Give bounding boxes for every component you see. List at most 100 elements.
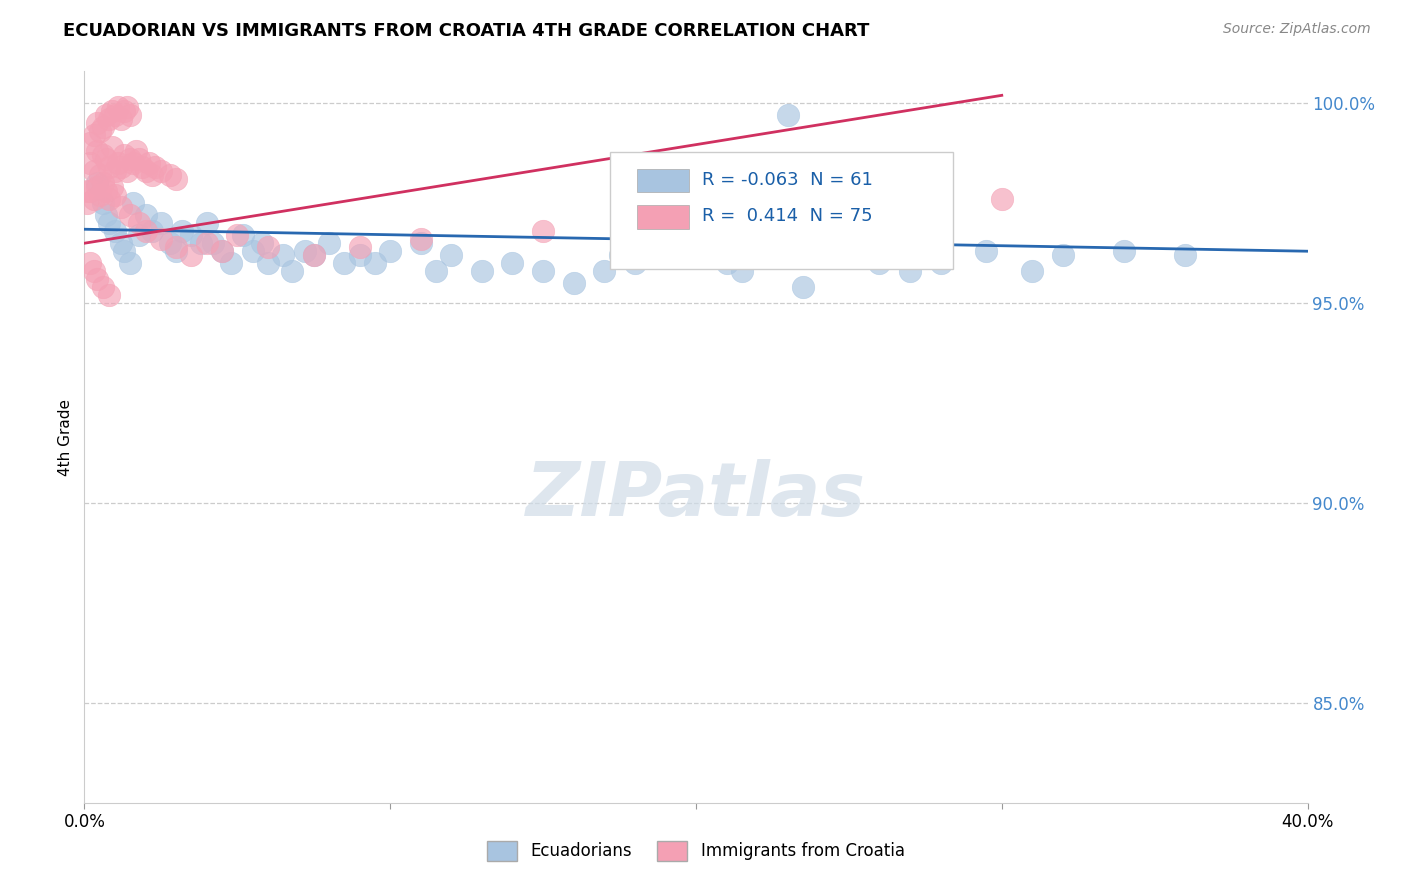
Point [149,164,172,178]
Point [669,240,692,254]
Point [110,112,132,127]
Point [165,244,187,259]
Point [159,169,181,183]
Point [1021,264,1043,278]
FancyBboxPatch shape [637,205,689,228]
Point [101,180,124,194]
Point [141,169,163,183]
Point [138,156,160,170]
Point [257,256,280,270]
Point [91,176,114,190]
Point [89,124,111,138]
Point [89,169,111,183]
Legend: Ecuadorians, Immigrants from Croatia: Ecuadorians, Immigrants from Croatia [481,834,911,868]
Point [747,232,769,246]
Point [562,276,585,290]
Point [624,216,647,230]
Point [333,256,356,270]
Point [869,256,891,270]
Point [165,240,187,254]
Point [94,208,117,222]
Point [250,236,273,251]
Point [624,256,647,270]
FancyBboxPatch shape [637,169,689,192]
Point [122,156,145,170]
Point [211,244,233,259]
Point [104,224,127,238]
Point [531,224,554,238]
Point [776,108,799,122]
Point [110,161,132,175]
Point [716,256,738,270]
Point [97,161,120,175]
Point [685,248,707,262]
Point [120,108,142,122]
Point [112,244,135,259]
Point [190,236,212,251]
Text: R =  0.414  N = 75: R = 0.414 N = 75 [702,207,873,225]
Point [86,180,108,194]
Point [79,136,101,151]
Point [409,236,432,251]
Point [349,240,371,254]
Point [86,116,108,130]
Point [838,228,860,243]
Point [281,264,304,278]
Point [143,161,166,175]
Point [135,164,157,178]
Point [101,140,124,154]
Point [180,248,202,262]
Point [110,200,132,214]
Point [107,100,129,114]
Point [271,248,294,262]
Text: ECUADORIAN VS IMMIGRANTS FROM CROATIA 4TH GRADE CORRELATION CHART: ECUADORIAN VS IMMIGRANTS FROM CROATIA 4T… [63,22,870,40]
Point [211,244,233,259]
Point [976,244,998,259]
Point [172,224,194,238]
Point [440,248,463,262]
Point [1052,248,1074,262]
Point [609,248,631,262]
Text: Source: ZipAtlas.com: Source: ZipAtlas.com [1223,22,1371,37]
Point [83,128,105,143]
Point [86,176,108,190]
Point [1174,248,1197,262]
Point [104,108,127,122]
Point [115,100,138,114]
Point [929,256,952,270]
Point [409,232,432,246]
Point [349,248,371,262]
Point [731,264,754,278]
Point [135,208,157,222]
Point [792,280,814,294]
Point [201,236,224,251]
Point [131,161,153,175]
Point [120,208,142,222]
Point [242,244,264,259]
Point [115,164,138,178]
Point [94,184,117,198]
Point [94,108,117,122]
Point [122,196,145,211]
Point [991,192,1014,206]
Point [125,145,148,159]
Point [128,228,150,243]
Point [141,224,163,238]
Point [104,188,127,202]
Point [302,248,325,262]
Point [219,256,242,270]
Point [128,153,150,167]
Point [120,256,142,270]
Point [104,164,127,178]
Point [83,192,105,206]
Point [364,256,387,270]
Point [86,145,108,159]
Text: ZIPatlas: ZIPatlas [526,459,866,533]
Point [112,148,135,162]
Point [83,264,105,278]
Point [79,184,101,198]
Point [79,256,101,270]
Point [79,156,101,170]
Point [294,244,316,259]
Point [257,240,280,254]
